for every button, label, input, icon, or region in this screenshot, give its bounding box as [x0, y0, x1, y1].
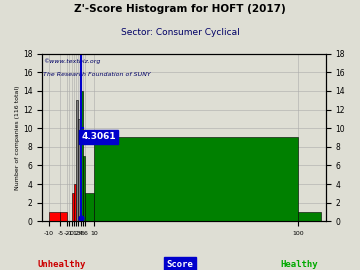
Text: The Research Foundation of SUNY: The Research Foundation of SUNY: [43, 72, 151, 77]
Text: Unhealthy: Unhealthy: [37, 260, 85, 269]
Text: ©www.textbiz.org: ©www.textbiz.org: [43, 58, 101, 64]
Bar: [81, 91, 83, 221]
Bar: [60, 212, 67, 221]
Bar: [298, 212, 321, 221]
Y-axis label: Number of companies (116 total): Number of companies (116 total): [15, 85, 20, 190]
Bar: [78, 119, 81, 221]
Text: Sector: Consumer Cyclical: Sector: Consumer Cyclical: [121, 28, 239, 37]
Text: 4.3061: 4.3061: [82, 132, 116, 141]
Bar: [72, 193, 74, 221]
Text: Healthy: Healthy: [280, 260, 318, 269]
Bar: [85, 193, 94, 221]
Bar: [94, 137, 298, 221]
Bar: [49, 212, 60, 221]
Bar: [83, 156, 85, 221]
Text: Z'-Score Histogram for HOFT (2017): Z'-Score Histogram for HOFT (2017): [74, 4, 286, 14]
Text: Score: Score: [167, 260, 193, 269]
Bar: [74, 184, 76, 221]
Bar: [76, 100, 78, 221]
